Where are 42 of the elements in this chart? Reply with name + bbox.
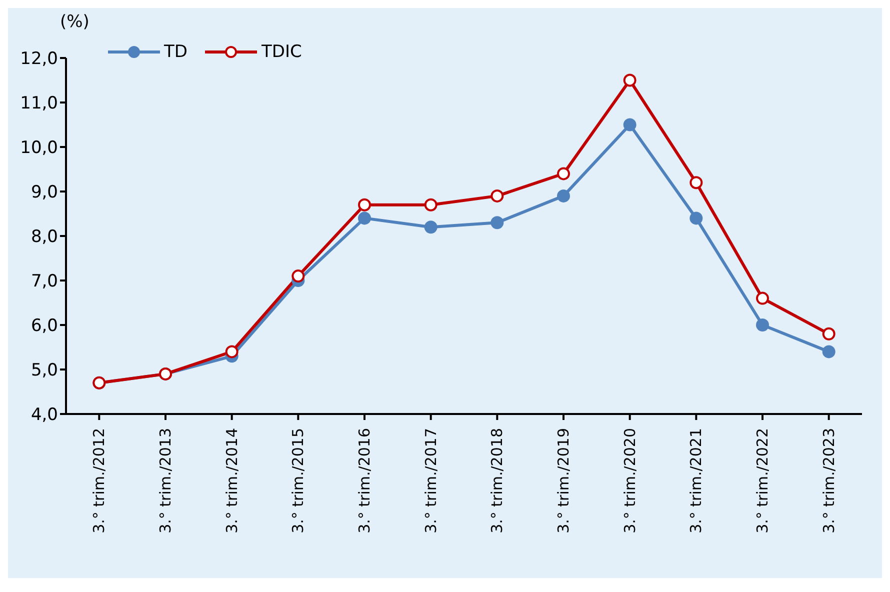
point	[756, 292, 769, 305]
point	[490, 216, 504, 230]
y-tick-label: 6,0	[30, 316, 58, 336]
point	[690, 212, 703, 225]
legend-label: TDIC	[261, 42, 302, 62]
point	[756, 318, 769, 332]
x-tick-label: 3.° trim./2022	[754, 428, 772, 534]
y-tick-label: 12,0	[20, 49, 58, 70]
y-tick-label: 10,0	[20, 138, 58, 158]
y-axis-title: (%)	[60, 12, 90, 32]
point	[822, 327, 836, 340]
point	[358, 212, 371, 225]
point	[424, 220, 438, 234]
y-tick-label: 4,0	[30, 405, 58, 426]
x-tick-label: 3.° trim./2019	[554, 428, 572, 534]
point	[822, 345, 836, 358]
x-tick-label: 3.° trim./2018	[488, 428, 506, 534]
x-tick-label: 3.° trim./2017	[422, 428, 440, 534]
point	[292, 270, 305, 283]
point	[557, 167, 570, 180]
x-tick-label: 3.° trim./2023	[820, 428, 838, 534]
x-tick-label: 3.° trim./2020	[620, 428, 639, 534]
y-tick-label: 8,0	[30, 227, 58, 248]
x-tick-label: 3.° trim./2014	[222, 428, 241, 534]
y-tick-label: 5,0	[30, 360, 58, 381]
x-tick-label: 3.° trim./2015	[289, 428, 308, 534]
y-tick-label: 9,0	[30, 182, 58, 203]
x-tick-label: 3.° trim./2021	[687, 428, 706, 534]
point	[690, 176, 703, 190]
point	[557, 189, 570, 202]
legend-label: TD	[164, 42, 188, 62]
x-tick-label: 3.° trim./2012	[90, 428, 108, 534]
point	[623, 118, 636, 132]
x-tick-label: 3.° trim./2016	[356, 428, 374, 534]
y-tick-label: 7,0	[30, 272, 58, 292]
point	[225, 345, 238, 358]
y-tick-label: 11,0	[20, 94, 58, 114]
point	[623, 74, 636, 87]
point	[424, 198, 438, 212]
point	[358, 198, 371, 212]
x-tick-label: 3.° trim./2013	[156, 428, 174, 534]
point	[490, 189, 504, 202]
